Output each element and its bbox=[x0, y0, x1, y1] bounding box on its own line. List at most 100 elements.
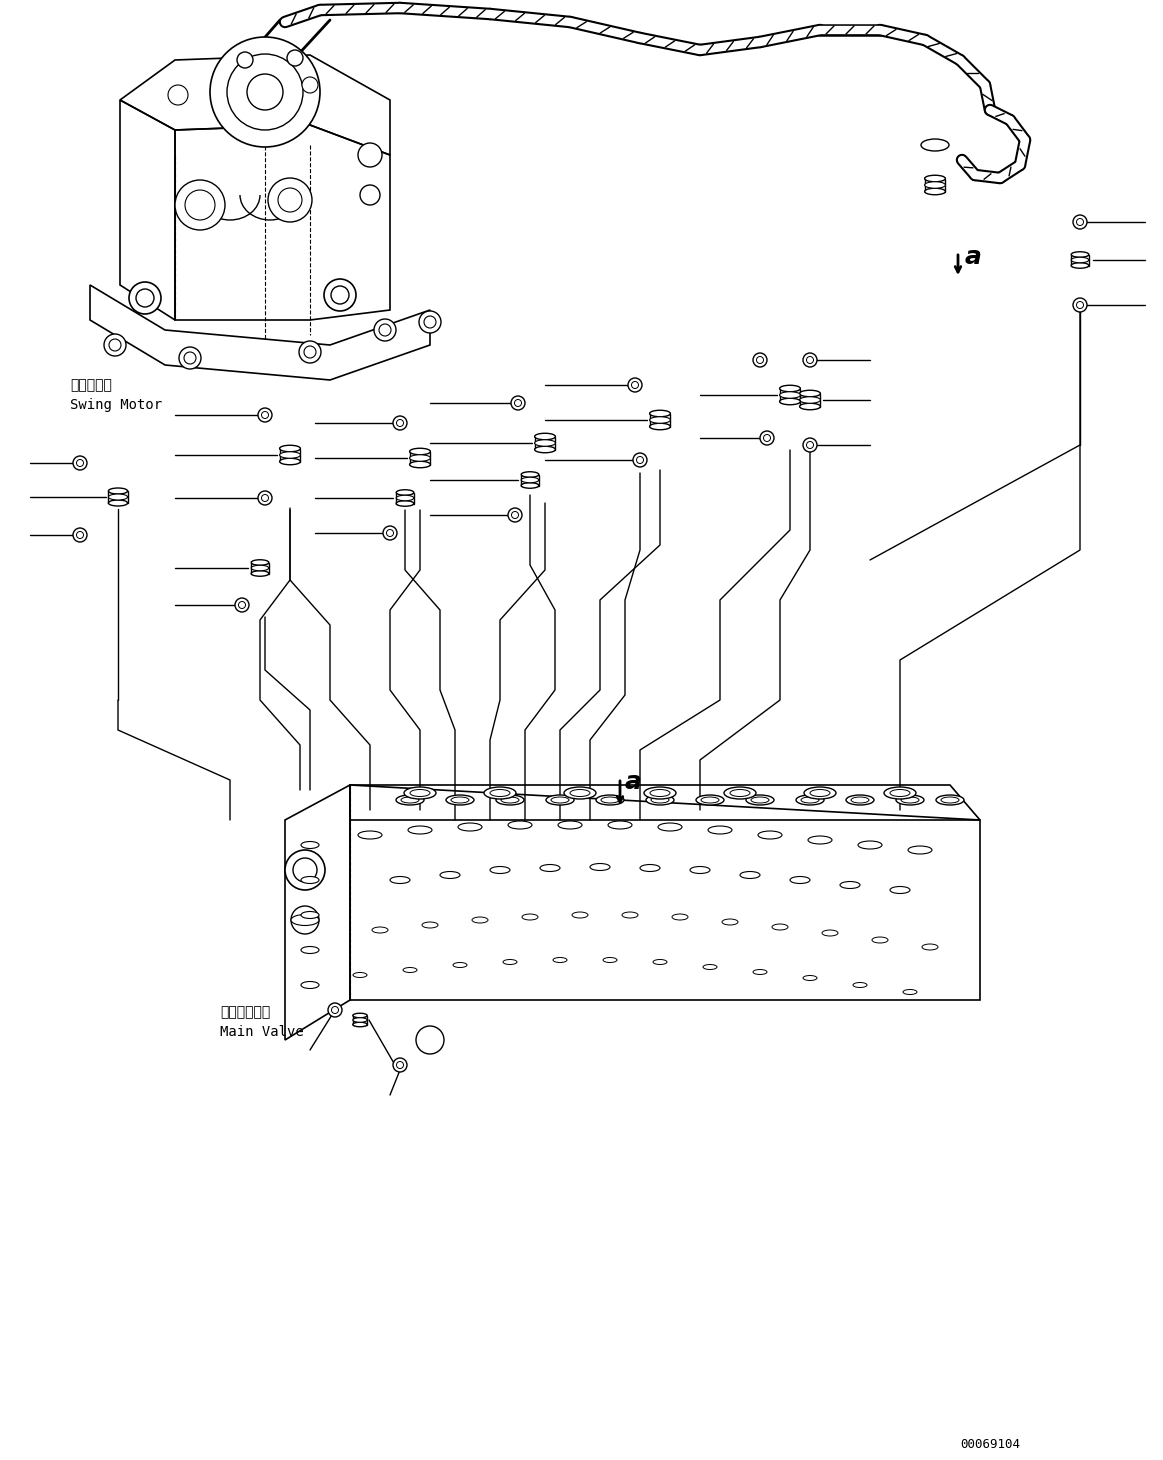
Circle shape bbox=[397, 1061, 404, 1069]
Ellipse shape bbox=[397, 501, 414, 507]
Circle shape bbox=[416, 1026, 444, 1054]
Ellipse shape bbox=[602, 958, 618, 962]
Ellipse shape bbox=[1071, 257, 1089, 263]
Ellipse shape bbox=[490, 866, 511, 873]
Ellipse shape bbox=[622, 912, 638, 918]
Circle shape bbox=[267, 178, 312, 222]
Ellipse shape bbox=[409, 454, 430, 461]
Ellipse shape bbox=[358, 831, 381, 839]
Ellipse shape bbox=[1071, 263, 1089, 269]
Ellipse shape bbox=[404, 787, 436, 799]
Circle shape bbox=[756, 356, 763, 364]
Circle shape bbox=[77, 460, 84, 467]
Ellipse shape bbox=[395, 796, 424, 804]
Circle shape bbox=[393, 416, 407, 431]
Ellipse shape bbox=[925, 181, 946, 188]
Text: メインバルブ: メインバルブ bbox=[220, 1004, 270, 1019]
Ellipse shape bbox=[404, 968, 418, 972]
Ellipse shape bbox=[751, 797, 769, 803]
Ellipse shape bbox=[354, 972, 368, 978]
Ellipse shape bbox=[495, 796, 525, 804]
Circle shape bbox=[109, 339, 121, 350]
Ellipse shape bbox=[779, 385, 800, 391]
Ellipse shape bbox=[708, 826, 732, 834]
Ellipse shape bbox=[779, 391, 800, 399]
Circle shape bbox=[1077, 219, 1084, 225]
Ellipse shape bbox=[890, 790, 909, 797]
Text: a: a bbox=[965, 245, 982, 269]
Ellipse shape bbox=[422, 923, 438, 929]
Ellipse shape bbox=[884, 787, 916, 799]
Ellipse shape bbox=[352, 1013, 368, 1018]
Ellipse shape bbox=[540, 864, 561, 872]
Ellipse shape bbox=[411, 790, 430, 797]
Circle shape bbox=[759, 431, 775, 445]
Ellipse shape bbox=[301, 946, 319, 953]
Ellipse shape bbox=[108, 499, 128, 507]
Circle shape bbox=[324, 279, 356, 311]
Ellipse shape bbox=[722, 918, 739, 926]
Circle shape bbox=[361, 185, 380, 204]
Ellipse shape bbox=[922, 945, 939, 950]
Ellipse shape bbox=[840, 882, 859, 889]
Circle shape bbox=[379, 324, 391, 336]
Ellipse shape bbox=[650, 416, 670, 423]
Circle shape bbox=[512, 511, 519, 518]
Ellipse shape bbox=[852, 983, 866, 987]
Circle shape bbox=[636, 457, 643, 463]
Ellipse shape bbox=[902, 990, 916, 994]
Ellipse shape bbox=[701, 797, 719, 803]
Circle shape bbox=[77, 531, 84, 539]
Ellipse shape bbox=[419, 1029, 441, 1037]
Circle shape bbox=[1077, 302, 1084, 308]
Circle shape bbox=[511, 396, 525, 410]
Ellipse shape bbox=[504, 959, 518, 965]
Circle shape bbox=[424, 315, 436, 328]
Circle shape bbox=[358, 143, 381, 166]
Ellipse shape bbox=[1071, 251, 1089, 257]
Circle shape bbox=[247, 74, 283, 110]
Ellipse shape bbox=[752, 969, 768, 974]
Ellipse shape bbox=[301, 876, 319, 883]
Ellipse shape bbox=[925, 188, 946, 194]
Ellipse shape bbox=[279, 451, 300, 458]
Ellipse shape bbox=[936, 796, 964, 804]
Ellipse shape bbox=[372, 927, 388, 933]
Ellipse shape bbox=[521, 483, 538, 488]
Circle shape bbox=[73, 529, 87, 542]
Circle shape bbox=[185, 190, 215, 220]
Circle shape bbox=[632, 381, 638, 388]
Ellipse shape bbox=[925, 175, 946, 181]
Circle shape bbox=[1073, 298, 1087, 312]
Ellipse shape bbox=[672, 914, 688, 920]
Ellipse shape bbox=[800, 397, 820, 403]
Ellipse shape bbox=[901, 797, 919, 803]
Circle shape bbox=[331, 1006, 338, 1013]
Ellipse shape bbox=[551, 797, 569, 803]
Circle shape bbox=[174, 180, 224, 231]
Ellipse shape bbox=[401, 797, 419, 803]
Ellipse shape bbox=[872, 937, 889, 943]
Ellipse shape bbox=[658, 823, 682, 831]
Ellipse shape bbox=[725, 787, 756, 799]
Circle shape bbox=[291, 907, 319, 934]
Ellipse shape bbox=[535, 447, 556, 453]
Ellipse shape bbox=[921, 139, 949, 150]
Circle shape bbox=[293, 858, 317, 882]
Ellipse shape bbox=[908, 845, 932, 854]
Ellipse shape bbox=[419, 1044, 441, 1051]
Ellipse shape bbox=[800, 403, 820, 410]
Circle shape bbox=[278, 188, 302, 212]
Ellipse shape bbox=[352, 1018, 368, 1022]
Ellipse shape bbox=[590, 863, 611, 870]
Text: Main Valve: Main Valve bbox=[220, 1025, 304, 1040]
Ellipse shape bbox=[779, 399, 800, 404]
Ellipse shape bbox=[522, 914, 538, 920]
Ellipse shape bbox=[650, 423, 670, 429]
Circle shape bbox=[211, 36, 320, 147]
Ellipse shape bbox=[472, 917, 488, 923]
Ellipse shape bbox=[251, 565, 269, 571]
Circle shape bbox=[299, 342, 321, 364]
Ellipse shape bbox=[440, 872, 461, 879]
Ellipse shape bbox=[702, 965, 718, 969]
